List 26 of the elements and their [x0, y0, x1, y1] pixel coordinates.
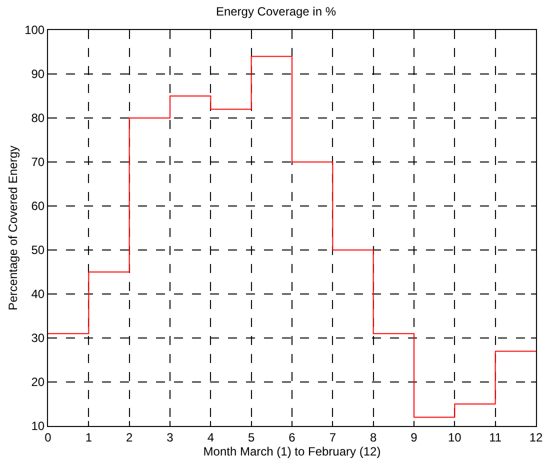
x-tick-label: 2 — [126, 430, 133, 444]
x-tick-label: 4 — [207, 430, 214, 444]
x-axis-title: Month March (1) to February (12) — [203, 444, 381, 458]
y-tick-label: 80 — [31, 111, 45, 126]
y-tick-label: 30 — [31, 331, 45, 346]
chart-title: Energy Coverage in % — [216, 4, 336, 18]
x-tick-label: 12 — [529, 430, 543, 444]
x-tick-label: 8 — [370, 430, 377, 444]
x-tick-label: 7 — [329, 430, 336, 444]
y-tick-label: 40 — [31, 287, 45, 302]
x-tick-label: 6 — [288, 430, 296, 444]
y-axis-title: Percentage of Covered Energy — [6, 146, 20, 310]
x-tick-label: 11 — [489, 430, 502, 444]
x-tick-label: 3 — [166, 430, 174, 444]
y-tick-label: 90 — [31, 67, 45, 82]
x-tick-label: 0 — [44, 430, 52, 444]
y-tick-label: 10 — [31, 419, 45, 434]
x-tick-label: 1 — [85, 430, 92, 444]
y-tick-label: 50 — [31, 243, 45, 258]
x-tick-label: 9 — [410, 430, 418, 444]
x-tick-label: 10 — [448, 430, 462, 444]
x-tick-label: 5 — [248, 430, 255, 444]
y-tick-label: 70 — [31, 155, 45, 170]
y-tick-label: 20 — [31, 375, 45, 390]
y-tick-label: 100 — [24, 23, 45, 38]
y-tick-label: 60 — [31, 199, 45, 214]
